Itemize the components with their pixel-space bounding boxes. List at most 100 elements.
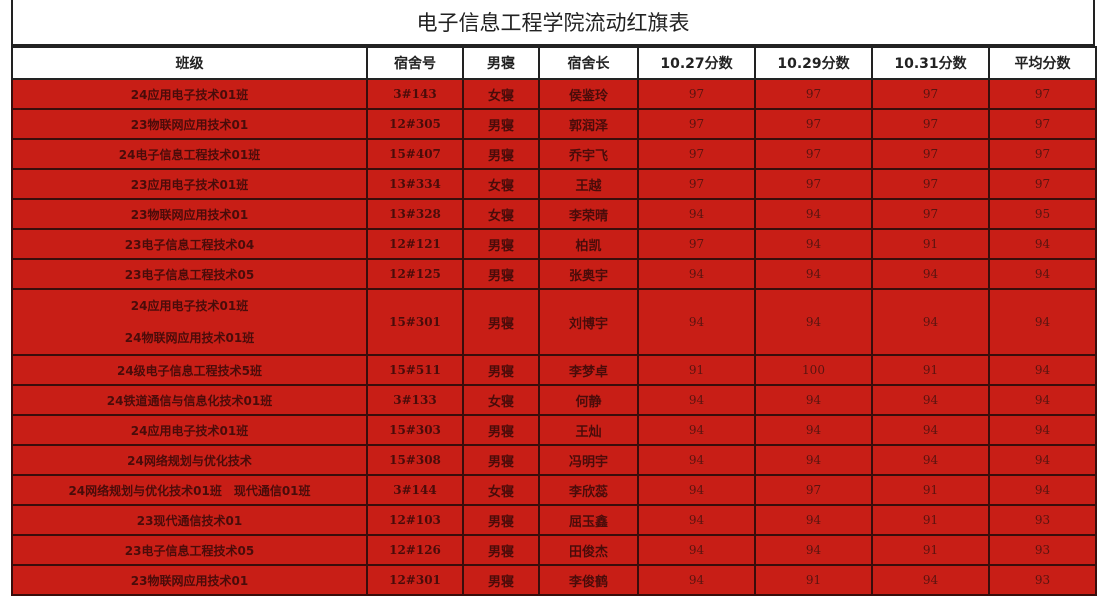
cell-leader: 李欣蕊	[538, 474, 639, 506]
cell-room: 13#328	[366, 198, 464, 230]
cell-room: 15#407	[366, 138, 464, 170]
cell-room: 12#103	[366, 504, 464, 536]
class-name: 24应用电子技术01班	[130, 299, 249, 313]
cell-score-1027: 94	[637, 444, 756, 476]
cell-leader: 侯鉴玲	[538, 78, 639, 110]
column-header-class: 班级	[11, 46, 368, 80]
cell-room: 12#121	[366, 228, 464, 260]
cell-score-1031: 97	[871, 138, 990, 170]
cell-score-1029: 97	[754, 474, 873, 506]
cell-average: 95	[988, 198, 1097, 230]
cell-dorm-type: 女寝	[462, 78, 540, 110]
cell-dorm-type: 男寝	[462, 354, 540, 386]
cell-room: 15#303	[366, 414, 464, 446]
cell-score-1031: 91	[871, 534, 990, 566]
column-header-score-1029: 10.29分数	[754, 46, 873, 80]
cell-score-1029: 94	[754, 504, 873, 536]
cell-class: 24电子信息工程技术01班	[11, 138, 368, 170]
cell-score-1027: 97	[637, 168, 756, 200]
table-row: 23物联网应用技术01 12#301 男寝 李俊鹤 94 91 94 93	[11, 564, 1097, 596]
cell-score-1027: 94	[637, 534, 756, 566]
cell-score-1031: 94	[871, 258, 990, 290]
cell-dorm-type: 男寝	[462, 228, 540, 260]
cell-room: 13#334	[366, 168, 464, 200]
cell-leader: 柏凯	[538, 228, 639, 260]
cell-class: 24网络规划与优化技术	[11, 444, 368, 476]
class-name: 24应用电子技术01班	[130, 423, 249, 438]
cell-score-1029: 94	[754, 414, 873, 446]
cell-dorm-type: 男寝	[462, 564, 540, 596]
cell-score-1031: 91	[871, 354, 990, 386]
cell-class: 24应用电子技术01班 24物联网应用技术01班	[11, 288, 368, 356]
header-row: 班级 宿舍号 男寝 宿舍长 10.27分数 10.29分数 10.31分数 平均分数	[11, 46, 1097, 80]
cell-leader: 王灿	[538, 414, 639, 446]
cell-score-1027: 97	[637, 228, 756, 260]
class-name: 23物联网应用技术01	[130, 207, 249, 222]
table-row: 24电子信息工程技术01班 15#407 男寝 乔宇飞 97 97 97 97	[11, 138, 1097, 170]
cell-score-1027: 97	[637, 78, 756, 110]
cell-leader: 李荣晴	[538, 198, 639, 230]
cell-leader: 郭润泽	[538, 108, 639, 140]
class-name: 24网络规划与优化技术	[127, 453, 252, 468]
table-row: 23物联网应用技术01 12#305 男寝 郭润泽 97 97 97 97	[11, 108, 1097, 140]
cell-average: 94	[988, 354, 1097, 386]
cell-average: 94	[988, 474, 1097, 506]
cell-dorm-type: 女寝	[462, 168, 540, 200]
cell-leader: 李梦卓	[538, 354, 639, 386]
cell-dorm-type: 女寝	[462, 198, 540, 230]
cell-dorm-type: 男寝	[462, 444, 540, 476]
cell-average: 93	[988, 534, 1097, 566]
sheet-title: 电子信息工程学院流动红旗表	[11, 0, 1095, 46]
cell-average: 97	[988, 78, 1097, 110]
cell-score-1029: 94	[754, 198, 873, 230]
cell-class: 23电子信息工程技术05	[11, 258, 368, 290]
table-row: 24网络规划与优化技术01班 现代通信01班 3#144 女寝 李欣蕊 94 97 91 94	[11, 474, 1097, 506]
cell-score-1031: 97	[871, 198, 990, 230]
cell-leader: 王越	[538, 168, 639, 200]
table-row: 24应用电子技术01班 3#143 女寝 侯鉴玲 97 97 97 97	[11, 78, 1097, 110]
cell-average: 97	[988, 138, 1097, 170]
cell-room: 3#143	[366, 78, 464, 110]
cell-score-1031: 94	[871, 564, 990, 596]
score-table: 班级 宿舍号 男寝 宿舍长 10.27分数 10.29分数 10.31分数 平均分数 24应用…	[11, 46, 1097, 596]
class-name: 23物联网应用技术01	[130, 117, 249, 132]
cell-score-1027: 97	[637, 138, 756, 170]
column-header-room: 宿舍号	[366, 46, 464, 80]
cell-score-1027: 94	[637, 198, 756, 230]
cell-leader: 李俊鹤	[538, 564, 639, 596]
table-row: 24应用电子技术01班 24物联网应用技术01班 15#301 男寝 刘博宇 94 94 94…	[11, 288, 1097, 356]
cell-class: 24铁道通信与信息化技术01班	[11, 384, 368, 416]
cell-score-1031: 94	[871, 444, 990, 476]
cell-class: 23物联网应用技术01	[11, 198, 368, 230]
cell-average: 94	[988, 384, 1097, 416]
cell-room: 15#511	[366, 354, 464, 386]
table-row: 24级电子信息工程技术5班 15#511 男寝 李梦卓 91 100 91 94	[11, 354, 1097, 386]
cell-score-1031: 91	[871, 474, 990, 506]
cell-leader: 冯明宇	[538, 444, 639, 476]
cell-score-1027: 94	[637, 564, 756, 596]
table-row: 23电子信息工程技术05 12#125 男寝 张奥宇 94 94 94 94	[11, 258, 1097, 290]
cell-dorm-type: 男寝	[462, 504, 540, 536]
cell-dorm-type: 男寝	[462, 534, 540, 566]
cell-score-1027: 94	[637, 414, 756, 446]
cell-score-1029: 94	[754, 288, 873, 356]
table-row: 24网络规划与优化技术 15#308 男寝 冯明宇 94 94 94 94	[11, 444, 1097, 476]
cell-leader: 田俊杰	[538, 534, 639, 566]
cell-dorm-type: 男寝	[462, 108, 540, 140]
cell-average: 93	[988, 504, 1097, 536]
cell-score-1029: 94	[754, 444, 873, 476]
class-name: 23物联网应用技术01	[130, 573, 249, 588]
cell-score-1031: 97	[871, 108, 990, 140]
cell-score-1031: 94	[871, 288, 990, 356]
cell-leader: 屈玉鑫	[538, 504, 639, 536]
column-header-dorm-type: 男寝	[462, 46, 540, 80]
cell-score-1027: 94	[637, 258, 756, 290]
table-row: 23物联网应用技术01 13#328 女寝 李荣晴 94 94 97 95	[11, 198, 1097, 230]
cell-score-1029: 100	[754, 354, 873, 386]
cell-average: 94	[988, 414, 1097, 446]
class-name: 24电子信息工程技术01班	[118, 147, 261, 162]
cell-score-1029: 97	[754, 108, 873, 140]
cell-class: 24应用电子技术01班	[11, 78, 368, 110]
cell-score-1031: 97	[871, 78, 990, 110]
cell-class: 23物联网应用技术01	[11, 108, 368, 140]
